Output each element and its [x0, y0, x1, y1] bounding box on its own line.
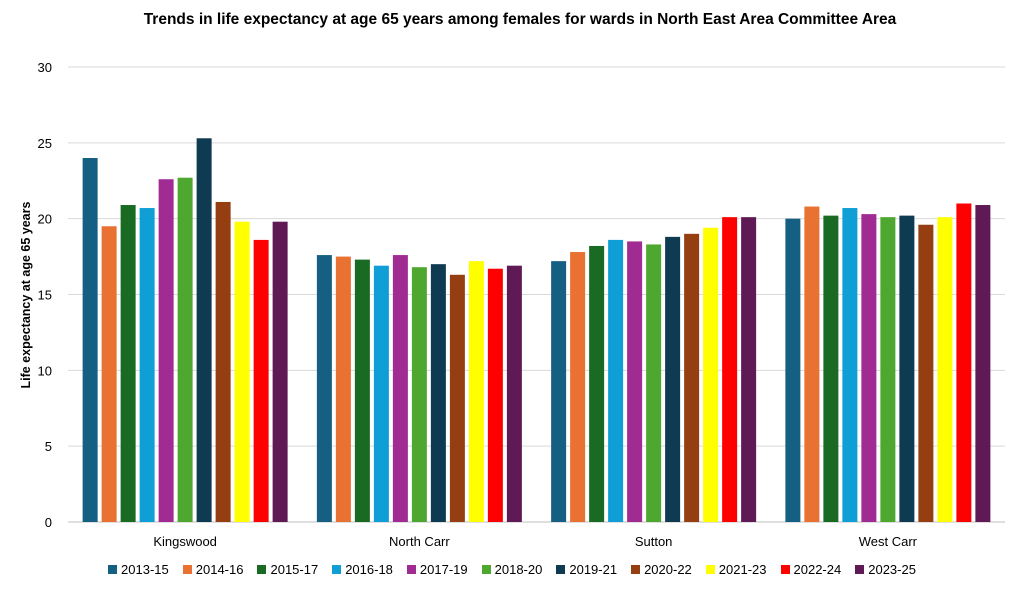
bar-2017-19-north-carr	[392, 255, 408, 523]
bar-2020-22-kingswood	[215, 201, 231, 522]
bar-2023-25-north-carr	[506, 265, 522, 522]
bar-2017-19-west-carr	[861, 214, 877, 522]
x-tick-label: Sutton	[635, 534, 673, 549]
y-tick-label: 15	[38, 288, 52, 303]
x-tick-label: West Carr	[859, 534, 918, 549]
legend-label: 2018-20	[494, 562, 543, 577]
legend-label: 2021-23	[718, 562, 767, 577]
bar-2018-20-west-carr	[880, 217, 896, 522]
legend-label: 2016-18	[345, 562, 393, 577]
bar-2023-25-west-carr	[975, 205, 991, 522]
bar-2015-17-sutton	[589, 245, 605, 522]
legend-swatch	[182, 565, 192, 574]
bar-2021-23-sutton	[703, 227, 719, 522]
bar-2021-23-west-carr	[937, 217, 953, 522]
y-tick-label: 5	[45, 439, 52, 454]
bar-2019-21-west-carr	[899, 215, 915, 522]
legend-swatch	[481, 565, 491, 574]
bar-2021-23-kingswood	[234, 221, 250, 522]
y-tick-label: 20	[38, 212, 52, 227]
bar-2022-24-kingswood	[253, 239, 269, 522]
bar-2013-15-kingswood	[82, 158, 98, 522]
bar-2020-22-sutton	[684, 233, 700, 523]
legend-swatch	[108, 565, 118, 574]
bar-2017-19-sutton	[627, 241, 643, 522]
legend-item: 2017-19	[406, 562, 468, 577]
bar-2022-24-west-carr	[956, 203, 972, 522]
legend-swatch	[705, 565, 715, 574]
legend-label: 2020-22	[644, 562, 692, 577]
legend-label: 2017-19	[419, 562, 468, 577]
legend-swatch	[556, 565, 566, 574]
bar-2013-15-north-carr	[316, 255, 332, 523]
bar-2023-25-sutton	[741, 217, 757, 522]
bar-2014-16-west-carr	[804, 206, 820, 523]
bar-2018-20-kingswood	[177, 177, 193, 522]
bar-2016-18-sutton	[608, 239, 624, 522]
bar-2015-17-north-carr	[354, 259, 370, 522]
legend-item: 2014-16	[182, 562, 244, 577]
y-tick-label: 25	[38, 136, 52, 151]
legend-label: 2022-24	[793, 562, 842, 577]
bar-2013-15-sutton	[551, 261, 567, 522]
bar-2016-18-kingswood	[139, 208, 155, 523]
bar-2022-24-north-carr	[487, 268, 503, 522]
legend-item: 2022-24	[780, 562, 842, 577]
bar-2016-18-west-carr	[842, 208, 858, 523]
legend-swatch	[406, 565, 416, 574]
bar-2019-21-north-carr	[430, 264, 446, 522]
bar-2020-22-west-carr	[918, 224, 934, 522]
bar-2019-21-kingswood	[196, 138, 212, 523]
bar-2014-16-sutton	[570, 252, 586, 523]
bar-2016-18-north-carr	[373, 265, 389, 522]
x-tick-label: North Carr	[389, 534, 450, 549]
legend-item: 2013-15	[108, 562, 169, 577]
legend-swatch	[631, 565, 641, 574]
legend-swatch	[780, 565, 790, 574]
y-tick-label: 10	[38, 363, 52, 378]
legend-item: 2016-18	[332, 562, 393, 577]
legend-label: 2015-17	[270, 562, 319, 577]
bar-2015-17-kingswood	[120, 205, 136, 522]
y-tick-label: 0	[45, 515, 52, 530]
legend-item: 2021-23	[705, 562, 767, 577]
legend-item: 2020-22	[631, 562, 692, 577]
legend-item: 2018-20	[481, 562, 543, 577]
bar-2020-22-north-carr	[449, 274, 465, 522]
legend-label: 2013-15	[121, 562, 169, 577]
legend-swatch	[257, 565, 267, 574]
legend-swatch	[855, 565, 865, 574]
y-tick-label: 30	[38, 60, 52, 75]
x-tick-label: Kingswood	[153, 534, 217, 549]
chart-title: Trends in life expectancy at age 65 year…	[143, 11, 897, 28]
legend-item: 2015-17	[257, 562, 318, 577]
legend-item: 2019-21	[556, 562, 617, 577]
bar-2018-20-sutton	[646, 244, 662, 522]
bar-2013-15-west-carr	[785, 218, 801, 522]
bar-2014-16-kingswood	[101, 226, 117, 522]
bar-2022-24-sutton	[722, 217, 738, 522]
bar-2017-19-kingswood	[158, 179, 174, 522]
bar-2021-23-north-carr	[468, 261, 484, 522]
legend: 2013-15 2014-16 2015-17 2016-18 2017-19 2018-…	[0, 562, 1024, 577]
legend-label: 2014-16	[195, 562, 244, 577]
bar-2015-17-west-carr	[823, 215, 839, 522]
legend-label: 2019-21	[569, 562, 618, 577]
legend-item: 2023-25	[855, 562, 916, 577]
legend-label: 2023-25	[868, 562, 916, 577]
bar-2014-16-north-carr	[335, 256, 351, 522]
bar-2019-21-sutton	[665, 236, 681, 522]
legend-swatch	[332, 565, 342, 574]
bar-2023-25-kingswood	[272, 221, 288, 522]
bar-2018-20-north-carr	[411, 267, 427, 522]
